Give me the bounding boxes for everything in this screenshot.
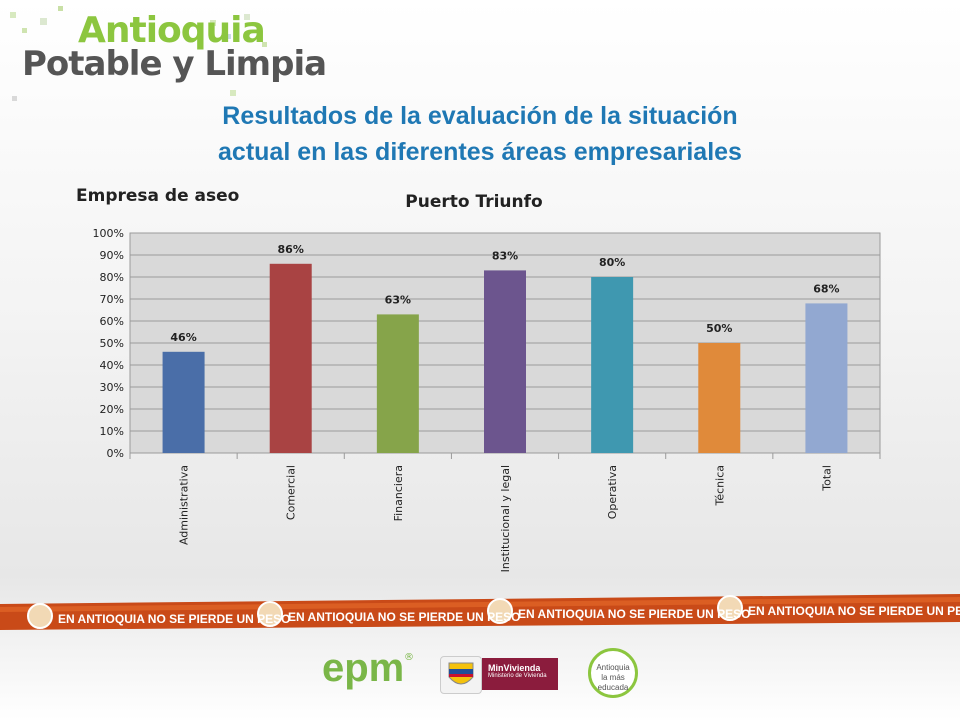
registered-mark: ® <box>404 652 414 663</box>
category-label: Técnica <box>713 465 726 506</box>
category-label: Comercial <box>285 465 298 520</box>
banner-text: EN ANTIOQUIA NO SE PIERDE UN PESO <box>288 610 520 624</box>
badge-line1: Antioquia <box>596 663 630 672</box>
minvivienda-name: MinVivienda <box>488 663 541 673</box>
coin-icon <box>27 603 53 629</box>
coin-icon <box>257 601 283 627</box>
data-label: 46% <box>170 331 196 344</box>
y-tick-label: 40% <box>100 359 124 372</box>
coin-icon <box>717 595 743 621</box>
bar <box>805 303 848 453</box>
antioquia-educada-badge: Antioquia la más educada <box>588 648 638 698</box>
colombia-seal-icon <box>440 656 482 694</box>
bar <box>698 343 741 453</box>
y-tick-label: 70% <box>100 293 124 306</box>
data-label: 86% <box>278 243 304 256</box>
y-tick-label: 30% <box>100 381 124 394</box>
campaign-banner: EN ANTIOQUIA NO SE PIERDE UN PESO EN ANT… <box>0 594 960 630</box>
minvivienda-logo: MinVivienda Ministerio de Vivienda <box>482 658 558 690</box>
badge-line3: educada <box>597 683 629 692</box>
category-label: Total <box>820 465 833 492</box>
bar <box>162 351 205 453</box>
bar <box>376 314 419 453</box>
category-label: Institucional y legal <box>499 465 512 572</box>
y-tick-label: 100% <box>93 227 124 240</box>
bar <box>591 277 634 453</box>
bar <box>269 263 312 453</box>
minvivienda-subtitle: Ministerio de Vivienda <box>488 673 547 679</box>
bar <box>484 270 526 453</box>
brand-logo-line2: Potable y Limpia <box>22 44 327 84</box>
page-title-line1: Resultados de la evaluación de la situac… <box>222 102 738 130</box>
banner-text: EN ANTIOQUIA NO SE PIERDE UN PESO <box>58 612 290 626</box>
coin-icon <box>487 598 513 624</box>
category-label: Administrativa <box>178 465 191 545</box>
category-label: Financiera <box>392 465 405 521</box>
company-type-label: Empresa de aseo <box>76 186 240 206</box>
brand-logo-line1: Antioquia <box>78 10 266 51</box>
decorative-dots <box>10 6 267 101</box>
page-title-line2: actual en las diferentes áreas empresari… <box>218 138 742 166</box>
epm-logo: epm <box>322 646 405 690</box>
y-tick-label: 10% <box>100 425 124 438</box>
banner-text: EN ANTIOQUIA NO SE PIERDE UN PESO <box>518 607 750 621</box>
data-label: 83% <box>492 249 518 262</box>
y-tick-label: 90% <box>100 249 124 262</box>
data-label: 68% <box>813 282 839 295</box>
banner-text: EN ANTIOQUIA NO SE PIERDE UN PESO <box>748 604 960 618</box>
y-tick-label: 80% <box>100 271 124 284</box>
y-tick-label: 20% <box>100 403 124 416</box>
chart-title: Puerto Triunfo <box>405 192 543 212</box>
data-label: 50% <box>706 322 732 335</box>
badge-line2: la más <box>601 673 625 682</box>
category-label: Operativa <box>606 465 619 519</box>
page-title: Resultados de la evaluación de la situac… <box>120 98 840 170</box>
y-tick-label: 0% <box>107 447 124 460</box>
bar-chart: 0% 10% 20% 30% 40% 50% 60% 70% 80% 90% 100% 46% Admi… <box>93 227 881 572</box>
y-tick-label: 60% <box>100 315 124 328</box>
data-label: 80% <box>599 256 625 269</box>
data-label: 63% <box>385 293 411 306</box>
y-tick-label: 50% <box>100 337 124 350</box>
